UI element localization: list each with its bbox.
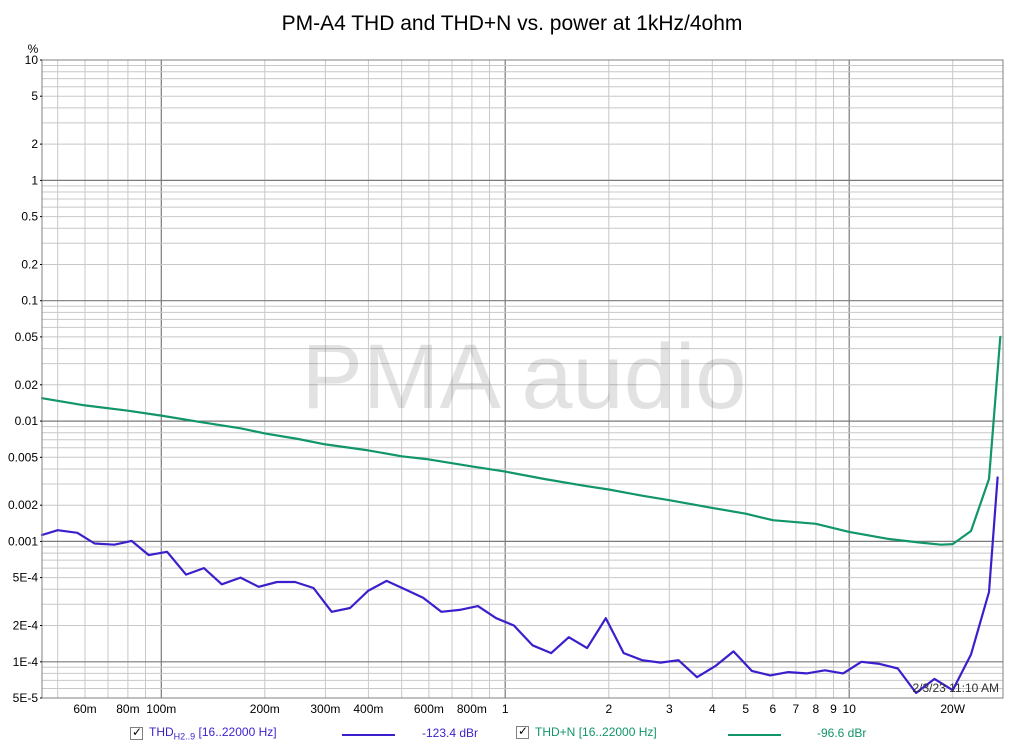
y-tick-label: 0.5 [21, 210, 38, 224]
x-tick-label: 800m [457, 702, 487, 716]
grid [42, 60, 1003, 698]
chart-title: PM-A4 THD and THD+N vs. power at 1kHz/4o… [282, 12, 743, 35]
legend-thdn-label: THD+N [16..22000 Hz] [535, 725, 657, 739]
x-tick-label: 600m [414, 702, 444, 716]
y-tick-label: 0.002 [8, 498, 38, 512]
series-thdn-line [40, 335, 1002, 546]
watermark-text: PMA audio [302, 326, 747, 428]
y-tick-label: 0.02 [15, 378, 39, 392]
legend-thd-swatch [342, 734, 395, 736]
legend-thdn-reading: -96.6 dBr [817, 726, 867, 740]
y-tick-label: 0.01 [15, 414, 39, 428]
x-tick-label: 200m [250, 702, 280, 716]
x-tick-label: 10 [843, 702, 857, 716]
legend-thdn-swatch [728, 734, 781, 736]
y-tick-label: 0.2 [21, 258, 38, 272]
legend-thd-label: THDH2..9 [16..22000 Hz] [149, 725, 277, 741]
chart: PM-A4 THD and THD+N vs. power at 1kHz/4o… [8, 12, 1004, 716]
y-tick-label: 5 [31, 89, 38, 103]
thd-checkbox[interactable] [130, 725, 143, 740]
legend-thdn-range: [16..22000 Hz] [578, 725, 657, 739]
y-tick-label: 0.001 [8, 534, 38, 548]
legend: THDH2..9 [16..22000 Hz] -123.4 dBr THD+N… [0, 721, 1024, 747]
legend-item-thd[interactable]: THDH2..9 [16..22000 Hz] [130, 725, 277, 741]
x-tick-label: 8 [813, 702, 820, 716]
thdn-checkbox[interactable] [516, 724, 529, 739]
y-tick-label: 0.005 [8, 450, 38, 464]
y-tick-label: 5E-4 [13, 571, 39, 585]
y-tick-label: 2 [31, 137, 38, 151]
x-tick-label: 60m [73, 702, 96, 716]
series-lines [40, 335, 1002, 695]
timestamp: 2/3/23 11:10 AM [912, 681, 999, 695]
legend-thd-name: THD [149, 725, 174, 739]
watermark: PMA audio [302, 326, 747, 428]
x-tick-label: 20W [940, 702, 965, 716]
y-tick-label: 0.05 [15, 330, 39, 344]
y-tick-label: 5E-5 [13, 691, 39, 705]
legend-thdn-name: THD+N [535, 725, 576, 739]
plot-frame [41, 59, 1004, 699]
x-tick-label: 6 [770, 702, 777, 716]
y-tick-label: 2E-4 [13, 619, 39, 633]
x-tick-label: 300m [310, 702, 340, 716]
x-tick-label: 1 [502, 702, 509, 716]
series-thd-line [40, 476, 999, 695]
x-tick-label: 7 [793, 702, 800, 716]
y-tick-label: 1 [31, 173, 38, 187]
legend-thd-reading: -123.4 dBr [422, 726, 479, 740]
legend-thd-subscript: H2..9 [173, 731, 196, 742]
x-tick-label: 5 [742, 702, 749, 716]
y-tick-label: 10 [25, 53, 39, 67]
x-tick-label: 2 [605, 702, 612, 716]
y-axis-unit: % [28, 42, 39, 56]
x-tick-label: 400m [353, 702, 383, 716]
x-tick-label: 9 [830, 702, 837, 716]
x-tick-label: 3 [666, 702, 673, 716]
x-tick-label: 80m [116, 702, 139, 716]
x-axis-ticks: 60m 80m 100m 200m 300m 400m 600m 800m 1 2 3 4 5 6 7 8 9 1… [73, 702, 965, 716]
x-tick-label: 100m [146, 702, 176, 716]
y-tick-label: 0.1 [21, 294, 38, 308]
y-tick-label: 1E-4 [13, 655, 39, 669]
y-axis-ticks: 10 5 2 1 0.5 0.2 0.1 0.05 0.02 0.01 0.005 0.002 0.00… [8, 53, 42, 705]
legend-thd-range: [16..22000 Hz] [198, 725, 277, 739]
legend-item-thdn[interactable]: THD+N [16..22000 Hz] [516, 724, 657, 739]
x-tick-label: 4 [709, 702, 716, 716]
